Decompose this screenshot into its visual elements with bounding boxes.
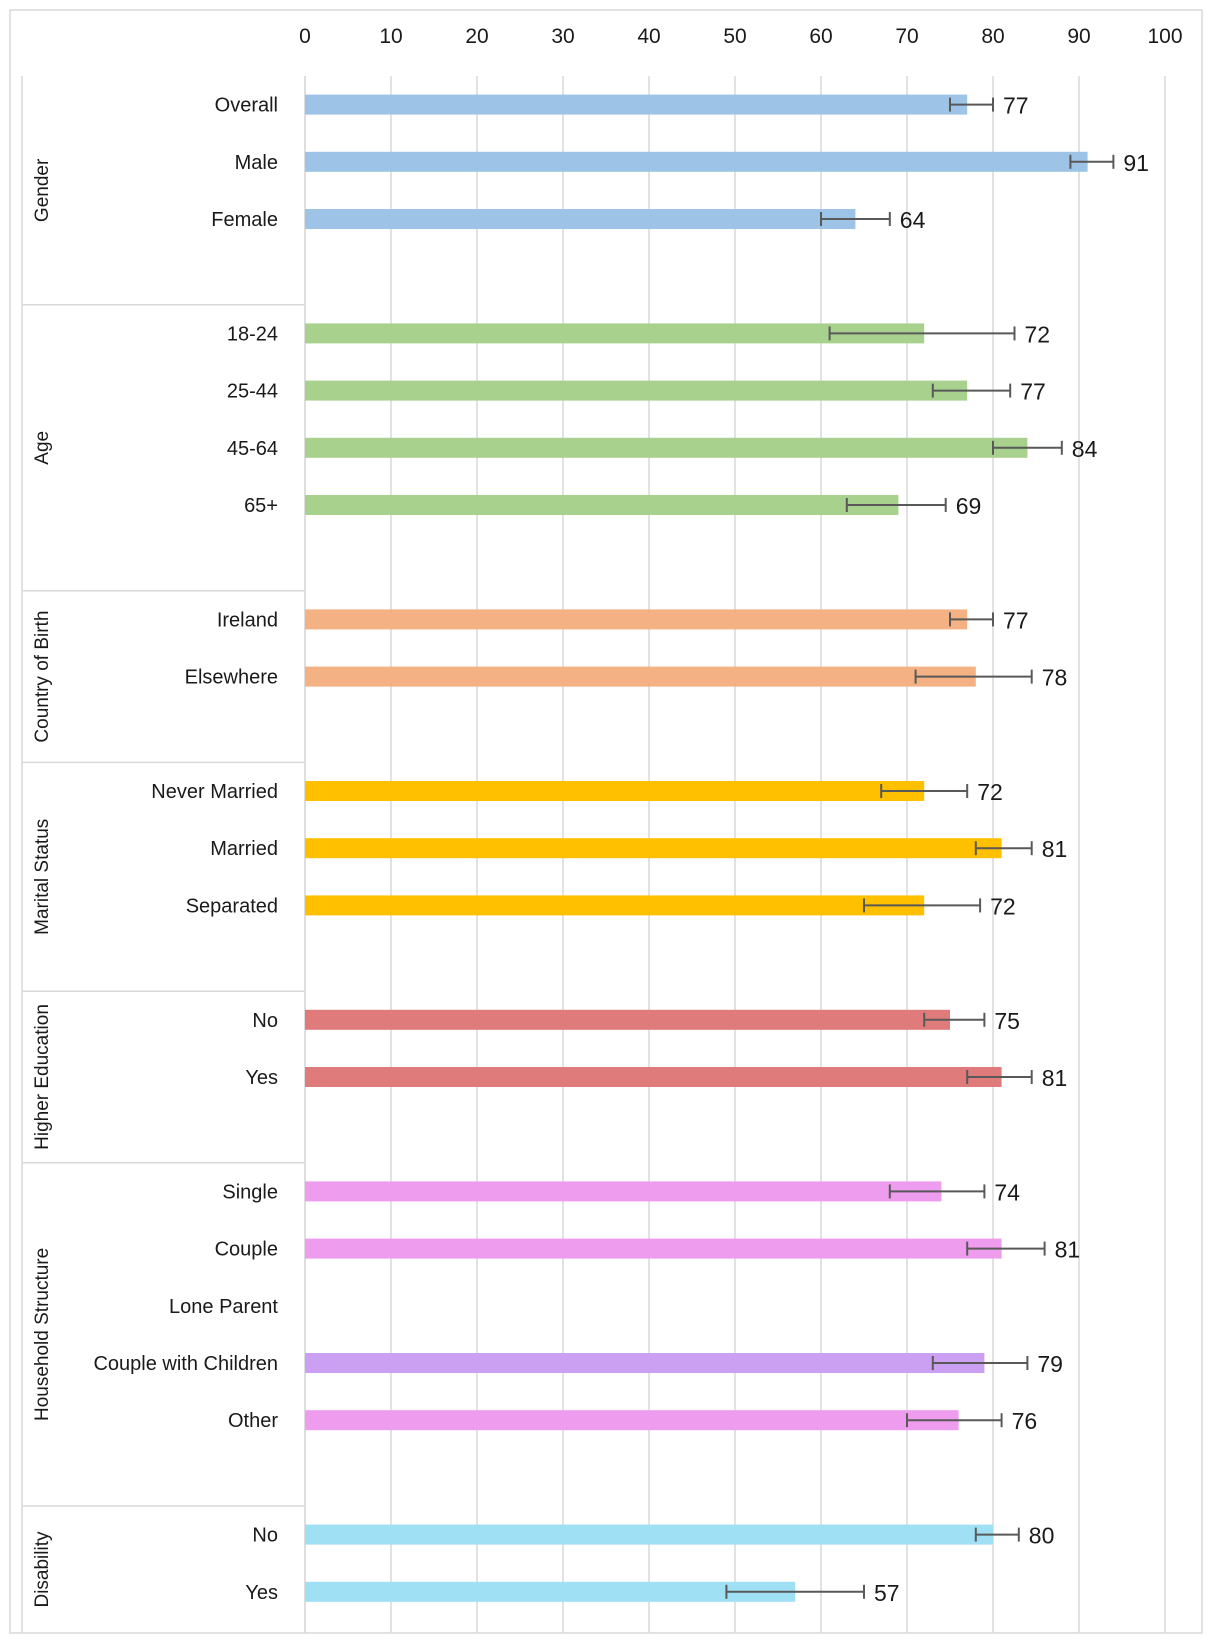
x-tick-label: 40	[637, 25, 660, 48]
x-tick-label: 50	[723, 25, 746, 48]
bar	[305, 323, 925, 344]
category-label: Couple	[215, 1239, 278, 1261]
bar	[305, 1581, 796, 1602]
category-label: Couple with Children	[93, 1353, 278, 1375]
category-label: No	[252, 1010, 278, 1032]
data-label: 75	[994, 1008, 1020, 1034]
bar	[305, 1353, 985, 1373]
category-label: Married	[210, 838, 278, 860]
bar	[305, 838, 1002, 859]
category-label: Overall	[215, 95, 278, 117]
x-tick-label: 0	[299, 25, 311, 48]
bar	[305, 1009, 950, 1030]
bar	[305, 895, 925, 916]
group-title: Country of Birth	[32, 611, 53, 743]
data-label: 81	[1055, 1237, 1081, 1263]
data-label: 74	[994, 1179, 1020, 1205]
bar	[305, 1067, 1002, 1087]
category-label: Lone Parent	[169, 1296, 278, 1318]
data-label: 80	[1029, 1523, 1055, 1549]
category-label: Elsewhere	[185, 667, 278, 689]
bar	[305, 437, 1028, 458]
group-title: Marital Status	[32, 819, 53, 935]
bar	[305, 1410, 959, 1431]
bar	[305, 94, 968, 115]
category-label: 18-24	[227, 323, 278, 345]
group-title: Household Structure	[32, 1248, 53, 1421]
data-label: 81	[1042, 1065, 1068, 1091]
category-label: Ireland	[217, 609, 278, 631]
bar	[305, 666, 976, 687]
bar	[305, 495, 899, 515]
x-tick-label: 70	[895, 25, 918, 48]
data-label: 79	[1037, 1351, 1063, 1377]
data-label: 81	[1042, 836, 1068, 862]
bar	[305, 151, 1088, 172]
category-label: Yes	[245, 1582, 278, 1604]
x-tick-label: 10	[379, 25, 402, 48]
x-tick-label: 60	[809, 25, 832, 48]
group-title: Higher Education	[32, 1004, 53, 1150]
category-label: Other	[228, 1410, 278, 1432]
data-label: 77	[1003, 607, 1029, 633]
category-label: Male	[235, 152, 278, 174]
data-label: 76	[1012, 1408, 1038, 1434]
category-label: 65+	[244, 495, 278, 517]
group-title: Gender	[32, 158, 53, 222]
bar	[305, 1238, 1002, 1259]
data-label: 77	[1020, 379, 1046, 405]
x-tick-label: 30	[551, 25, 574, 48]
x-tick-label: 100	[1147, 25, 1182, 48]
bar	[305, 781, 925, 801]
category-label: Never Married	[151, 781, 278, 803]
x-tick-label: 80	[981, 25, 1004, 48]
data-label: 64	[900, 207, 926, 233]
category-label: Separated	[186, 895, 278, 917]
data-label: 72	[990, 893, 1016, 919]
x-tick-label: 20	[465, 25, 488, 48]
category-label: 25-44	[227, 381, 278, 403]
group-title: Age	[32, 431, 53, 465]
group-title: Disability	[32, 1531, 53, 1608]
bar	[305, 1524, 993, 1545]
data-label: 78	[1042, 665, 1068, 691]
data-label: 72	[977, 779, 1003, 805]
category-label: Single	[222, 1181, 278, 1203]
category-label: 45-64	[227, 438, 278, 460]
data-label: 72	[1025, 321, 1051, 347]
x-tick-label: 90	[1067, 25, 1090, 48]
category-label: No	[252, 1525, 278, 1547]
bar	[305, 380, 968, 401]
data-label: 91	[1123, 150, 1149, 176]
bar	[305, 609, 968, 630]
category-label: Female	[211, 209, 278, 231]
data-label: 57	[874, 1580, 900, 1606]
category-label: Yes	[245, 1067, 278, 1089]
data-label: 84	[1072, 436, 1098, 462]
data-label: 77	[1003, 93, 1029, 119]
data-label: 69	[956, 493, 982, 519]
bar	[305, 209, 856, 229]
bar	[305, 1181, 942, 1202]
chart-border	[9, 9, 1203, 1634]
